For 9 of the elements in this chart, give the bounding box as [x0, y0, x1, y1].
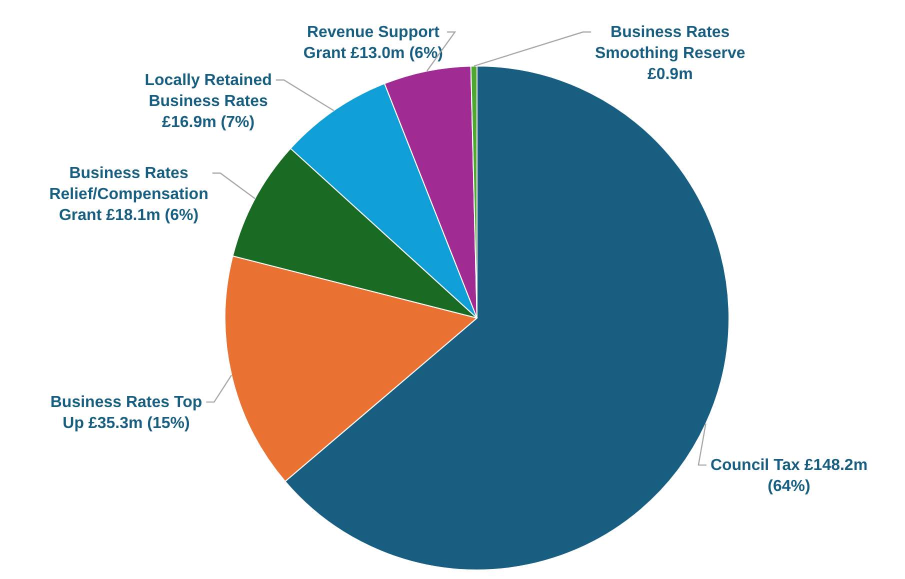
- category-label: Business Rates Top Up £35.3m (15%): [50, 394, 202, 432]
- text: (64%): [768, 478, 810, 496]
- category-label: Revenue Support Grant £13.0m (6%): [303, 24, 443, 62]
- slice-label: Council Tax £148.2m: [710, 457, 868, 474]
- slice-label: Locally Retained Business Rates: [144, 72, 272, 110]
- data-label: £0.9m: [647, 66, 693, 83]
- slice-label: Business Rates Smoothing Reserve: [594, 24, 746, 62]
- category-label: Business Rates Relief/Compensation Grant £18.1m (6%): [49, 165, 208, 224]
- text: £16.9m (7%): [162, 114, 255, 131]
